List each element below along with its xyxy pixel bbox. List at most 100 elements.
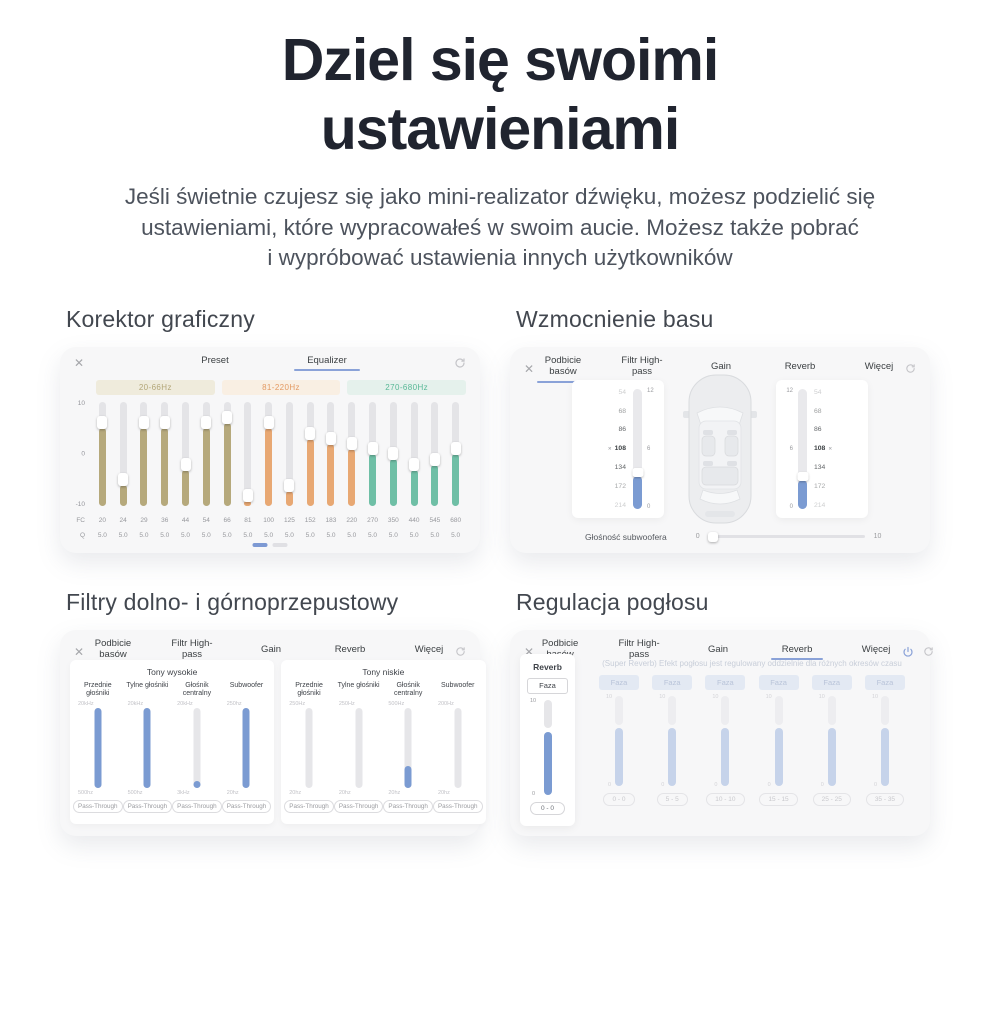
eq-slider-handle[interactable] bbox=[159, 416, 170, 430]
eq-slider-track[interactable] bbox=[429, 402, 440, 507]
eq-slider-track[interactable] bbox=[450, 402, 461, 507]
eq-slider-handle[interactable] bbox=[201, 416, 212, 430]
eq-slider-handle[interactable] bbox=[450, 442, 461, 456]
filter-slider[interactable] bbox=[94, 707, 102, 788]
pass-through-button[interactable]: Pass-Through bbox=[122, 799, 173, 813]
eq-slider-track[interactable] bbox=[222, 402, 233, 507]
eq-slider-track[interactable] bbox=[138, 402, 149, 507]
tab-podbicie-basów[interactable]: Podbicie basów bbox=[537, 355, 589, 383]
phase-button[interactable]: Faza bbox=[527, 677, 568, 694]
filter-slider[interactable] bbox=[404, 707, 412, 788]
tab-gain[interactable]: Gain bbox=[692, 644, 744, 660]
tab-więcej[interactable]: Więcej bbox=[853, 361, 905, 377]
pass-through-button[interactable]: Pass-Through bbox=[383, 799, 433, 813]
tab-filtr-high-pass[interactable]: Filtr High-pass bbox=[616, 355, 668, 383]
page-dot[interactable] bbox=[272, 543, 288, 547]
eq-slider-handle[interactable] bbox=[97, 416, 108, 430]
tab-reverb[interactable]: Reverb bbox=[774, 361, 826, 377]
eq-slider-handle[interactable] bbox=[325, 431, 336, 445]
frequency-option[interactable]: 68 bbox=[807, 408, 860, 415]
reset-icon[interactable] bbox=[905, 363, 916, 374]
filter-slider[interactable] bbox=[193, 707, 201, 788]
eq-slider-track[interactable] bbox=[367, 402, 378, 507]
reset-icon[interactable] bbox=[455, 646, 466, 657]
filter-slider[interactable] bbox=[242, 707, 250, 788]
eq-slider-handle[interactable] bbox=[222, 411, 233, 425]
bass-gain-slider[interactable] bbox=[632, 388, 643, 509]
close-icon[interactable]: ✕ bbox=[74, 356, 85, 370]
frequency-option[interactable]: 54 bbox=[580, 389, 633, 396]
pass-through-button[interactable]: Pass-Through bbox=[284, 799, 334, 813]
power-icon[interactable] bbox=[902, 646, 914, 658]
eq-slider-track[interactable] bbox=[388, 402, 399, 507]
frequency-option[interactable]: 68 bbox=[580, 408, 633, 415]
frequency-option[interactable]: 134 bbox=[580, 464, 633, 471]
reset-icon[interactable] bbox=[923, 646, 934, 657]
eq-slider-track[interactable] bbox=[97, 402, 108, 507]
pass-through-button[interactable]: Pass-Through bbox=[73, 799, 123, 813]
pass-through-button[interactable]: Pass-Through bbox=[333, 799, 384, 813]
eq-slider-track[interactable] bbox=[201, 402, 212, 507]
eq-slider-handle[interactable] bbox=[429, 452, 440, 466]
tab-reverb[interactable]: Reverb bbox=[324, 644, 376, 660]
eq-slider-track[interactable] bbox=[325, 402, 336, 507]
eq-slider-track[interactable] bbox=[409, 402, 420, 507]
frequency-option[interactable]: 86 bbox=[807, 426, 860, 433]
band-pill-low[interactable]: 20-66Hz bbox=[96, 380, 215, 396]
pass-through-button[interactable]: Pass-Through bbox=[221, 799, 272, 813]
reverb-slider[interactable] bbox=[543, 699, 552, 795]
reverb-range-pill[interactable]: 0 - 0 bbox=[529, 801, 565, 815]
eq-slider-handle[interactable] bbox=[263, 416, 274, 430]
eq-slider-handle[interactable] bbox=[242, 489, 253, 503]
frequency-option[interactable]: 214 bbox=[807, 502, 860, 509]
eq-slider-handle[interactable] bbox=[346, 437, 357, 451]
tab-gain[interactable]: Gain bbox=[245, 644, 297, 660]
band-pill-high[interactable]: 270-680Hz bbox=[347, 380, 467, 396]
filter-slider[interactable] bbox=[355, 707, 363, 788]
eq-slider-track[interactable] bbox=[180, 402, 191, 507]
eq-slider-handle[interactable] bbox=[367, 442, 378, 456]
tab-filtr-high-pass[interactable]: Filtr High-pass bbox=[613, 638, 665, 666]
bass-gain-handle[interactable] bbox=[797, 472, 808, 482]
filter-slider[interactable] bbox=[454, 707, 462, 788]
subwoofer-volume-handle[interactable] bbox=[707, 531, 718, 542]
tab-preset[interactable]: Preset bbox=[182, 355, 248, 371]
reset-icon[interactable] bbox=[454, 357, 466, 369]
page-dot-active[interactable] bbox=[252, 543, 268, 547]
eq-slider-handle[interactable] bbox=[305, 426, 316, 440]
frequency-option[interactable]: 172 bbox=[807, 483, 860, 490]
eq-slider-handle[interactable] bbox=[118, 473, 129, 487]
frequency-option[interactable]: ✕ 108 bbox=[580, 445, 633, 452]
eq-slider-track[interactable] bbox=[346, 402, 357, 507]
frequency-option[interactable]: 214 bbox=[580, 502, 633, 509]
band-pill-mid[interactable]: 81-220Hz bbox=[221, 380, 341, 396]
eq-slider-track[interactable] bbox=[284, 402, 295, 507]
tab-podbicie-basów[interactable]: Podbicie basów bbox=[87, 638, 139, 666]
eq-slider-handle[interactable] bbox=[180, 457, 191, 471]
eq-slider-track[interactable] bbox=[118, 402, 129, 507]
frequency-option[interactable]: 54 bbox=[807, 389, 860, 396]
eq-slider-handle[interactable] bbox=[138, 416, 149, 430]
eq-slider-track[interactable] bbox=[305, 402, 316, 507]
eq-slider-handle[interactable] bbox=[284, 478, 295, 492]
close-icon[interactable]: ✕ bbox=[524, 644, 535, 659]
pass-through-button[interactable]: Pass-Through bbox=[172, 799, 222, 813]
bass-gain-handle[interactable] bbox=[632, 468, 643, 478]
filter-slider[interactable] bbox=[305, 707, 313, 788]
tab-gain[interactable]: Gain bbox=[695, 361, 747, 377]
eq-slider-handle[interactable] bbox=[388, 447, 399, 461]
filter-slider[interactable] bbox=[143, 707, 151, 788]
frequency-option[interactable]: 86 bbox=[580, 426, 633, 433]
bass-gain-slider[interactable] bbox=[797, 388, 808, 509]
eq-slider-handle[interactable] bbox=[409, 457, 420, 471]
tab-reverb[interactable]: Reverb bbox=[771, 644, 824, 660]
frequency-option[interactable]: 108 ✕ bbox=[807, 445, 860, 452]
close-icon[interactable]: ✕ bbox=[74, 644, 85, 659]
frequency-option[interactable]: 134 bbox=[807, 464, 860, 471]
tab-equalizer[interactable]: Equalizer bbox=[294, 355, 360, 372]
frequency-option[interactable]: 172 bbox=[580, 483, 633, 490]
tab-więcej[interactable]: Więcej bbox=[850, 644, 902, 660]
subwoofer-volume-slider[interactable] bbox=[707, 531, 865, 542]
eq-slider-track[interactable] bbox=[159, 402, 170, 507]
tab-więcej[interactable]: Więcej bbox=[403, 644, 455, 660]
